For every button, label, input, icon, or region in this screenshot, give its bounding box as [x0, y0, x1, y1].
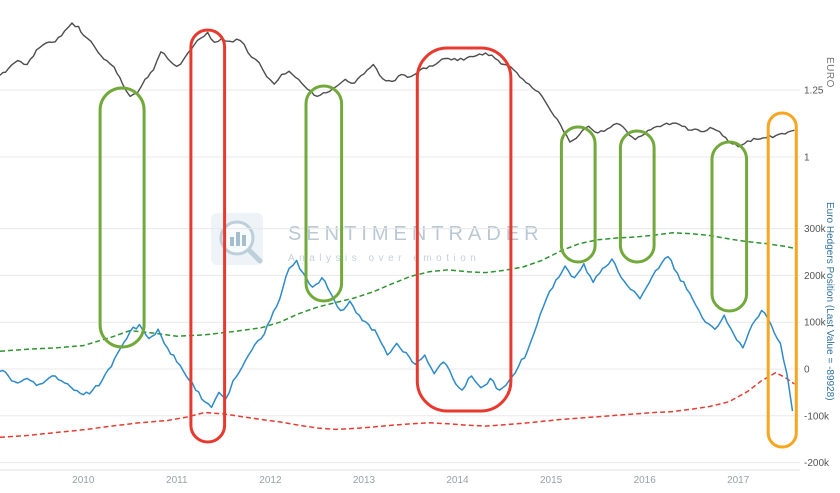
- annotation-stadium: [98, 86, 146, 349]
- right-axis-title-euro: EURO: [824, 57, 835, 88]
- annotation-stadium: [189, 28, 227, 444]
- annotation-stadium: [710, 140, 749, 313]
- x-axis-tick-label: 2014: [446, 475, 469, 486]
- watermark-text: SENTIMENTRADER Analysis over emotion: [288, 223, 544, 264]
- annotation-rounded-rect: [415, 46, 513, 413]
- series-green-dashed-line[interactable]: [0, 232, 795, 352]
- x-axis-tick-label: 2012: [259, 475, 282, 486]
- y-axis-tick-label: 1: [804, 153, 810, 164]
- annotation-stadium: [559, 125, 597, 264]
- y-axis-tick-label: 200k: [804, 271, 827, 282]
- annotation-stadium: [618, 129, 656, 264]
- watermark-tagline: Analysis over emotion: [288, 252, 481, 264]
- y-axis-tick-label: 100k: [804, 318, 827, 329]
- y-axis-tick-label: -200k: [804, 458, 830, 469]
- y-axis-tick-label: 300k: [804, 224, 827, 235]
- x-axis-tick-label: 2017: [727, 475, 750, 486]
- series-euro-hedgers-position[interactable]: [0, 255, 794, 412]
- annotation-stadium: [304, 84, 344, 303]
- y-axis-tick-label: -100k: [804, 411, 830, 422]
- watermark-brand: SENTIMENTRADER: [288, 222, 544, 245]
- right-axis-title-position: Euro Hedgers Position (Last Value = -899…: [824, 202, 835, 401]
- x-axis-tick-label: 2015: [540, 475, 563, 486]
- x-axis-tick-label: 2013: [353, 475, 376, 486]
- series-euro-price[interactable]: [0, 22, 795, 148]
- annotation-stadium: [766, 111, 798, 449]
- x-axis-tick-label: 2011: [166, 475, 188, 486]
- y-axis-tick-label: 0: [804, 365, 810, 376]
- series-red-dashed-line[interactable]: [0, 371, 795, 439]
- x-axis-tick-label: 2016: [634, 475, 657, 486]
- y-axis-tick-label: 1.25: [804, 86, 824, 97]
- x-axis-tick-label: 2010: [72, 475, 95, 486]
